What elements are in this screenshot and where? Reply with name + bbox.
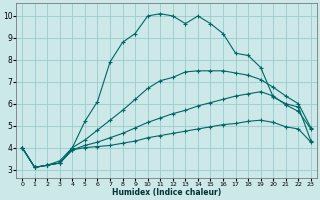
X-axis label: Humidex (Indice chaleur): Humidex (Indice chaleur)	[112, 188, 221, 197]
